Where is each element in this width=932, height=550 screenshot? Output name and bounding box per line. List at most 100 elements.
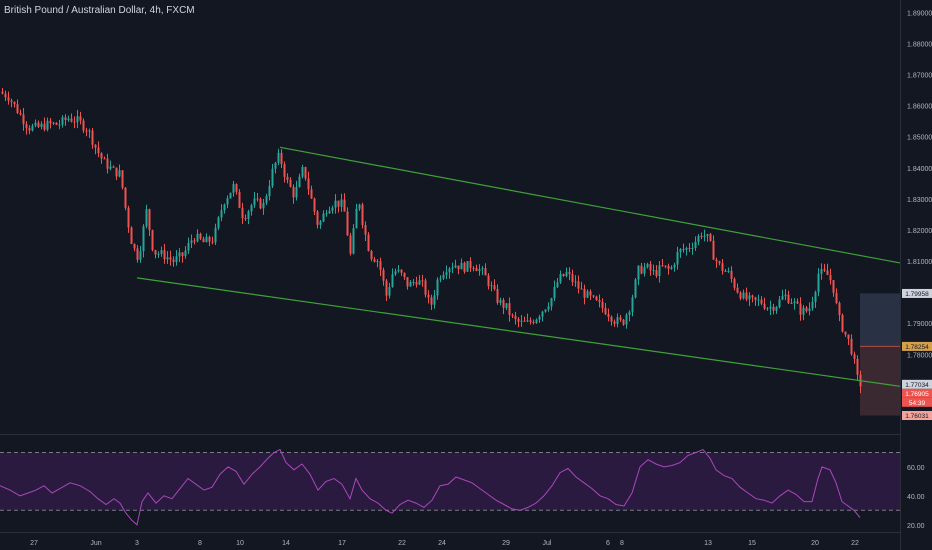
candle: [1, 87, 4, 95]
candle: [844, 331, 847, 337]
candle: [646, 262, 649, 269]
candle: [670, 265, 673, 270]
candle: [790, 298, 793, 305]
candle: [808, 302, 811, 316]
candle: [430, 294, 433, 311]
candle: [55, 122, 58, 126]
candle: [385, 279, 388, 301]
candle: [550, 297, 553, 311]
candle: [127, 205, 130, 233]
candle: [46, 117, 49, 132]
candle: [640, 262, 643, 275]
chart-title: British Pound / Australian Dollar, 4h, F…: [4, 5, 195, 16]
candle: [400, 269, 403, 276]
candle: [334, 194, 337, 214]
candle: [166, 251, 169, 264]
candle: [766, 307, 769, 311]
candle: [592, 294, 595, 298]
candle: [568, 267, 571, 281]
candle: [523, 316, 526, 322]
price-tick-label: 1.79000: [907, 321, 932, 328]
candle: [433, 289, 436, 309]
candle: [337, 200, 340, 213]
candle: [427, 290, 430, 304]
candle: [754, 296, 757, 306]
candle: [772, 303, 775, 315]
candle: [532, 319, 535, 325]
candle: [40, 121, 43, 130]
price-tick-label: 1.87000: [907, 73, 932, 80]
candle: [355, 203, 358, 229]
candle: [85, 127, 88, 137]
candle: [511, 313, 514, 319]
candle: [319, 220, 322, 229]
candle: [154, 249, 157, 259]
price-label: 54:39: [902, 397, 932, 407]
candle: [397, 265, 400, 273]
candle: [796, 298, 799, 304]
candle: [814, 290, 817, 308]
candle: [604, 302, 607, 316]
candle: [847, 334, 850, 345]
candle: [586, 289, 589, 299]
time-tick-label: 27: [30, 540, 38, 547]
candle: [382, 267, 385, 286]
candle: [733, 277, 736, 291]
candle: [214, 223, 217, 245]
candle: [226, 195, 229, 209]
candle: [559, 270, 562, 285]
time-axis: 27 Jun 3 8 10 14 17 22 24 29 Jul 6 8 13 15 20 22: [30, 540, 859, 547]
candle: [613, 319, 616, 327]
candle: [19, 109, 22, 116]
candle: [661, 258, 664, 267]
candle: [151, 229, 154, 252]
candle: [541, 310, 544, 322]
candle: [805, 306, 808, 313]
candle: [520, 315, 523, 327]
candle: [181, 251, 184, 263]
candle: [103, 156, 106, 160]
candle: [643, 262, 646, 277]
candle: [193, 237, 196, 245]
candle: [574, 275, 577, 287]
candle: [472, 266, 475, 272]
candle: [832, 280, 835, 297]
rsi-pane: [0, 448, 900, 526]
candle: [43, 117, 46, 132]
candle: [61, 115, 64, 128]
candle: [76, 109, 79, 129]
candle: [70, 113, 73, 123]
candle: [727, 267, 730, 273]
candle: [142, 224, 145, 258]
candle: [220, 204, 223, 222]
candle: [775, 306, 778, 314]
candle: [7, 91, 10, 105]
candle: [259, 197, 262, 210]
svg-text:1.78254: 1.78254: [905, 344, 929, 351]
candle: [595, 295, 598, 301]
candle: [136, 245, 139, 263]
candle: [778, 295, 781, 309]
candle: [16, 99, 19, 115]
price-label: 1.77034: [902, 379, 932, 389]
candle: [199, 232, 202, 241]
candle: [172, 256, 175, 267]
candle: [619, 314, 622, 322]
candle: [49, 118, 52, 129]
candle: [649, 261, 652, 276]
candle: [436, 277, 439, 300]
candle: [784, 289, 787, 301]
candle: [598, 294, 601, 308]
candle: [799, 297, 802, 321]
candle: [304, 166, 307, 181]
candle: [169, 250, 172, 266]
candle: [67, 115, 70, 122]
candle: [517, 316, 520, 328]
candle: [565, 267, 568, 278]
time-tick-label: 10: [236, 540, 244, 547]
candle: [322, 210, 325, 223]
candle: [757, 294, 760, 307]
candle: [238, 189, 241, 209]
candle: [703, 229, 706, 242]
